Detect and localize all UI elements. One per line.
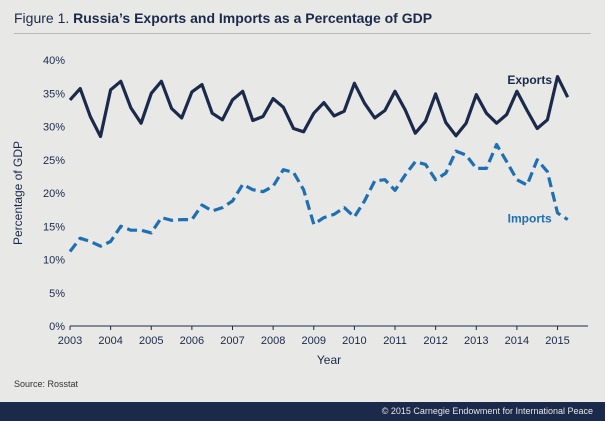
figure-title-text: Russia’s Exports and Imports as a Percen… [73, 10, 433, 26]
x-tick-label: 2004 [98, 335, 122, 347]
series-label-exports: Exports [507, 73, 552, 87]
title-divider [14, 33, 591, 34]
y-tick-label: 10% [43, 255, 65, 267]
x-tick-label: 2013 [464, 335, 488, 347]
line-chart: 0% 5% 10% 15% 20% 25% 30% 35% 40% 2003 2004 2005 200… [11, 55, 588, 367]
x-tick-label: 2006 [180, 335, 204, 347]
x-tick-label: 2010 [342, 335, 366, 347]
copyright-text: © 2015 Carnegie Endowment for Internatio… [381, 406, 593, 416]
x-tick-label: 2015 [545, 335, 569, 347]
y-tick-label: 0% [49, 321, 65, 333]
y-tick-label: 35% [43, 88, 65, 100]
series-labels: Exports Imports [507, 73, 552, 225]
source-note: Source: Rosstat [14, 379, 79, 389]
x-tick-label: 2012 [423, 335, 447, 347]
footer-bar: © 2015 Carnegie Endowment for Internatio… [0, 402, 605, 421]
y-tick-label: 40% [43, 55, 65, 67]
series-label-imports: Imports [508, 212, 552, 226]
x-tick-label: 2003 [58, 335, 82, 347]
series-line-imports [68, 142, 569, 253]
x-axis-label: Year [317, 353, 341, 367]
y-tick-label: 30% [43, 122, 65, 134]
x-tick-label: 2014 [505, 335, 529, 347]
y-tick-label: 15% [43, 221, 65, 233]
x-tick-label: 2009 [302, 335, 326, 347]
tick-labels: 0% 5% 10% 15% 20% 25% 30% 35% 40% 2003 2004 2005 200… [43, 55, 570, 347]
series-lines [68, 74, 570, 253]
series-line-exports [68, 74, 570, 139]
x-tick-label: 2008 [261, 335, 285, 347]
x-tick-label: 2007 [220, 335, 244, 347]
y-tick-label: 25% [43, 155, 65, 167]
figure-label: Figure 1. [14, 10, 70, 26]
figure-title: Figure 1. Russia’s Exports and Imports a… [14, 10, 432, 26]
y-tick-label: 20% [43, 188, 65, 200]
y-tick-label: 5% [49, 288, 65, 300]
x-tick-label: 2005 [139, 335, 163, 347]
x-tick-label: 2011 [383, 335, 407, 347]
y-axis-label: Percentage of GDP [11, 141, 25, 245]
